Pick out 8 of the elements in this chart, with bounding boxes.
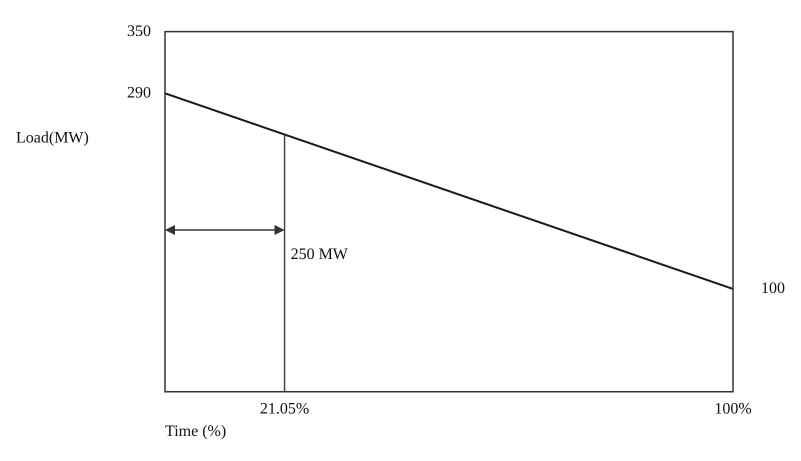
y-tick-label: 350 bbox=[127, 22, 151, 40]
y-tick-label: 290 bbox=[127, 84, 151, 102]
x-axis-title: Time (%) bbox=[165, 423, 226, 440]
x-tick-label: 100% bbox=[714, 400, 752, 418]
ref-line-label: 250 MW bbox=[290, 246, 349, 264]
annotation: 100 bbox=[761, 280, 785, 298]
y-axis-title: Load(MW) bbox=[16, 130, 89, 147]
x-tick-label: 21.05% bbox=[260, 400, 310, 418]
